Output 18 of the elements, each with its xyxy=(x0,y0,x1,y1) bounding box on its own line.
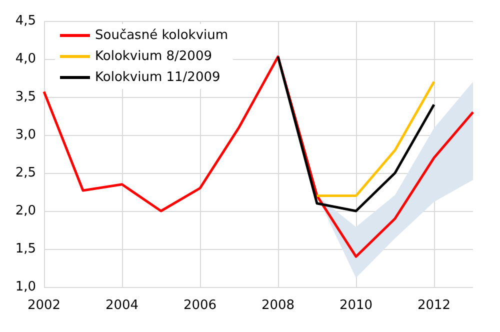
x-tick-label: 2008 xyxy=(261,298,295,313)
y-tick-label: 4,0 xyxy=(15,52,36,66)
y-tick-label: 3,5 xyxy=(15,90,36,104)
x-tick-label: 2006 xyxy=(183,298,217,313)
x-tick-label: 2002 xyxy=(27,298,61,313)
legend-label: Kolokvium 8/2009 xyxy=(95,49,212,64)
y-tick-label: 2,0 xyxy=(15,204,36,218)
y-tick-label: 1,5 xyxy=(15,242,36,256)
line-series xyxy=(276,55,436,212)
x-tick-label: 2010 xyxy=(339,298,373,313)
y-tick-label: 2,5 xyxy=(15,166,36,180)
x-tick-label: 2012 xyxy=(417,298,451,313)
y-tick-label: 1,0 xyxy=(15,280,36,294)
x-tick-label: 2004 xyxy=(105,298,139,313)
legend-label: Kolokvium 11/2009 xyxy=(95,70,220,85)
y-tick-label: 4,5 xyxy=(15,14,36,28)
y-tick-label: 3,0 xyxy=(15,128,36,142)
legend-label: Současné kolokvium xyxy=(95,28,228,43)
